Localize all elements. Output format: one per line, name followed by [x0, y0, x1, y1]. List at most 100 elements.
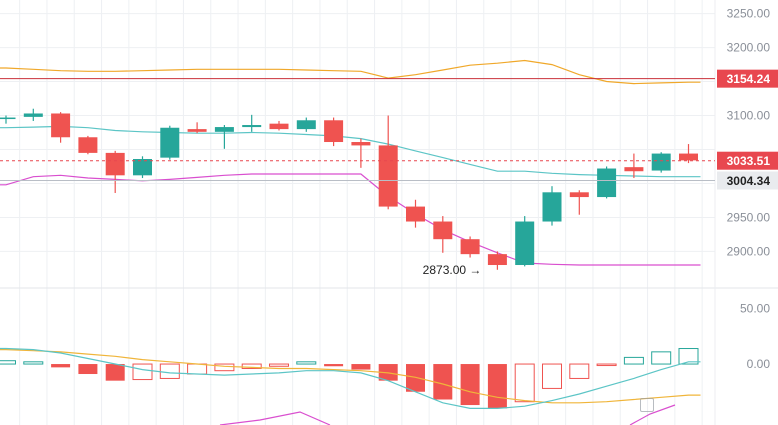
price-lines [0, 78, 715, 182]
price-axis[interactable]: 3154.24 3033.51 3004.34 3250.00 3200.00 3100.… [717, 7, 778, 259]
macd-histogram-bar[interactable] [105, 364, 125, 381]
upper-band-line [0, 59, 701, 85]
price-tick-label: 3200.00 [727, 41, 771, 55]
macd-histogram-bar[interactable] [514, 363, 535, 403]
candle[interactable] [0, 115, 16, 124]
macd-histogram-bar[interactable] [187, 363, 208, 375]
macd-line [0, 347, 701, 409]
candle[interactable] [23, 108, 43, 121]
macd-histogram-bar[interactable] [78, 364, 98, 375]
price-tick-label: 3250.00 [727, 7, 771, 21]
price-tag: 3154.24 [717, 69, 778, 88]
price-tag: 3004.34 [717, 171, 778, 190]
candle-body[interactable] [460, 239, 480, 255]
candle[interactable] [460, 236, 480, 258]
candle[interactable] [487, 251, 507, 270]
candle-body[interactable] [597, 168, 617, 198]
candle-body[interactable] [269, 123, 289, 130]
macd-histogram-bar[interactable] [214, 363, 235, 372]
macd-histogram-bar[interactable] [324, 364, 344, 367]
oscillator-line-left [219, 411, 331, 425]
candle[interactable] [133, 156, 152, 179]
candle[interactable] [679, 144, 698, 164]
candle-body[interactable] [378, 145, 398, 207]
macd-histogram-bar[interactable] [569, 363, 590, 379]
price-tick-label: 2900.00 [727, 244, 771, 258]
candle-body[interactable] [406, 206, 425, 222]
candle-body[interactable] [187, 129, 207, 132]
candle-body[interactable] [214, 127, 234, 132]
candle-body[interactable] [542, 192, 562, 222]
macd-histogram-bar[interactable] [487, 364, 507, 409]
candle[interactable] [406, 199, 425, 228]
macd-histogram-bar[interactable] [433, 364, 453, 400]
candle[interactable] [351, 138, 371, 168]
candle[interactable] [105, 150, 125, 193]
macd-histogram-bar[interactable] [460, 364, 480, 406]
middle-band-line [0, 125, 701, 178]
candle-body[interactable] [0, 117, 16, 120]
candle[interactable] [296, 117, 316, 132]
candle[interactable] [624, 153, 644, 179]
macd-histogram-bar[interactable] [51, 364, 71, 368]
candle-body[interactable] [651, 153, 671, 171]
macd-histogram-bar[interactable] [623, 356, 644, 365]
candle[interactable] [51, 112, 71, 143]
candle[interactable] [78, 135, 98, 155]
candle-body[interactable] [433, 221, 453, 240]
price-tag-label: 3004.34 [727, 174, 771, 188]
candle[interactable] [378, 115, 398, 210]
macd-histogram-bar[interactable] [132, 363, 153, 381]
macd-tick-label: 50.00 [740, 302, 770, 316]
candle-body[interactable] [78, 137, 98, 153]
candle-body[interactable] [160, 127, 180, 158]
macd-histogram-bar[interactable] [296, 361, 317, 365]
candle[interactable] [651, 152, 671, 173]
candle-body[interactable] [679, 153, 698, 161]
macd-histogram-bar[interactable] [542, 363, 562, 389]
candle-body[interactable] [487, 254, 507, 266]
macd-histogram-bar[interactable] [651, 351, 672, 365]
candle-body[interactable] [23, 113, 43, 117]
candle-body[interactable] [51, 113, 71, 138]
macd-panel[interactable]: 50.00 0.00 [0, 302, 770, 425]
candle[interactable] [542, 186, 562, 226]
candle-body[interactable] [296, 120, 316, 130]
candle-body[interactable] [324, 120, 344, 143]
candle-body[interactable] [569, 192, 589, 198]
candle-body[interactable] [624, 167, 644, 172]
macd-histogram-bar[interactable] [159, 363, 180, 379]
macd-histogram-bar[interactable] [241, 363, 262, 369]
candle[interactable] [433, 216, 453, 253]
price-tick-label: 3100.00 [727, 109, 771, 123]
macd-histogram-bar[interactable] [596, 363, 617, 367]
candle[interactable] [569, 190, 589, 215]
price-tag-bg [717, 151, 778, 170]
candle[interactable] [242, 114, 262, 132]
candle-body[interactable] [351, 142, 371, 146]
watermark [640, 398, 654, 412]
candle[interactable] [214, 125, 234, 149]
candles[interactable]: 2873.00 → [0, 108, 698, 277]
price-tick-label: 2950.00 [727, 210, 771, 224]
candle[interactable] [187, 122, 207, 134]
candle[interactable] [324, 117, 344, 147]
price-tag-bg [717, 69, 778, 88]
candle[interactable] [269, 120, 289, 131]
price-tag-label: 3154.24 [727, 72, 771, 86]
macd-histogram-bar[interactable] [0, 360, 16, 365]
price-tag: 3033.51 [717, 151, 778, 170]
candle-body[interactable] [515, 221, 535, 266]
candle[interactable] [515, 216, 535, 267]
macd-histogram-bar[interactable] [678, 348, 699, 365]
macd-histogram-bar[interactable] [351, 364, 371, 370]
macd-histogram-bar[interactable] [269, 363, 289, 367]
candle-body[interactable] [133, 159, 152, 176]
candle[interactable] [160, 125, 180, 160]
candle-body[interactable] [105, 152, 125, 176]
candle[interactable] [597, 166, 617, 199]
candle-body[interactable] [242, 125, 262, 128]
macd-histogram-bar[interactable] [23, 361, 44, 365]
